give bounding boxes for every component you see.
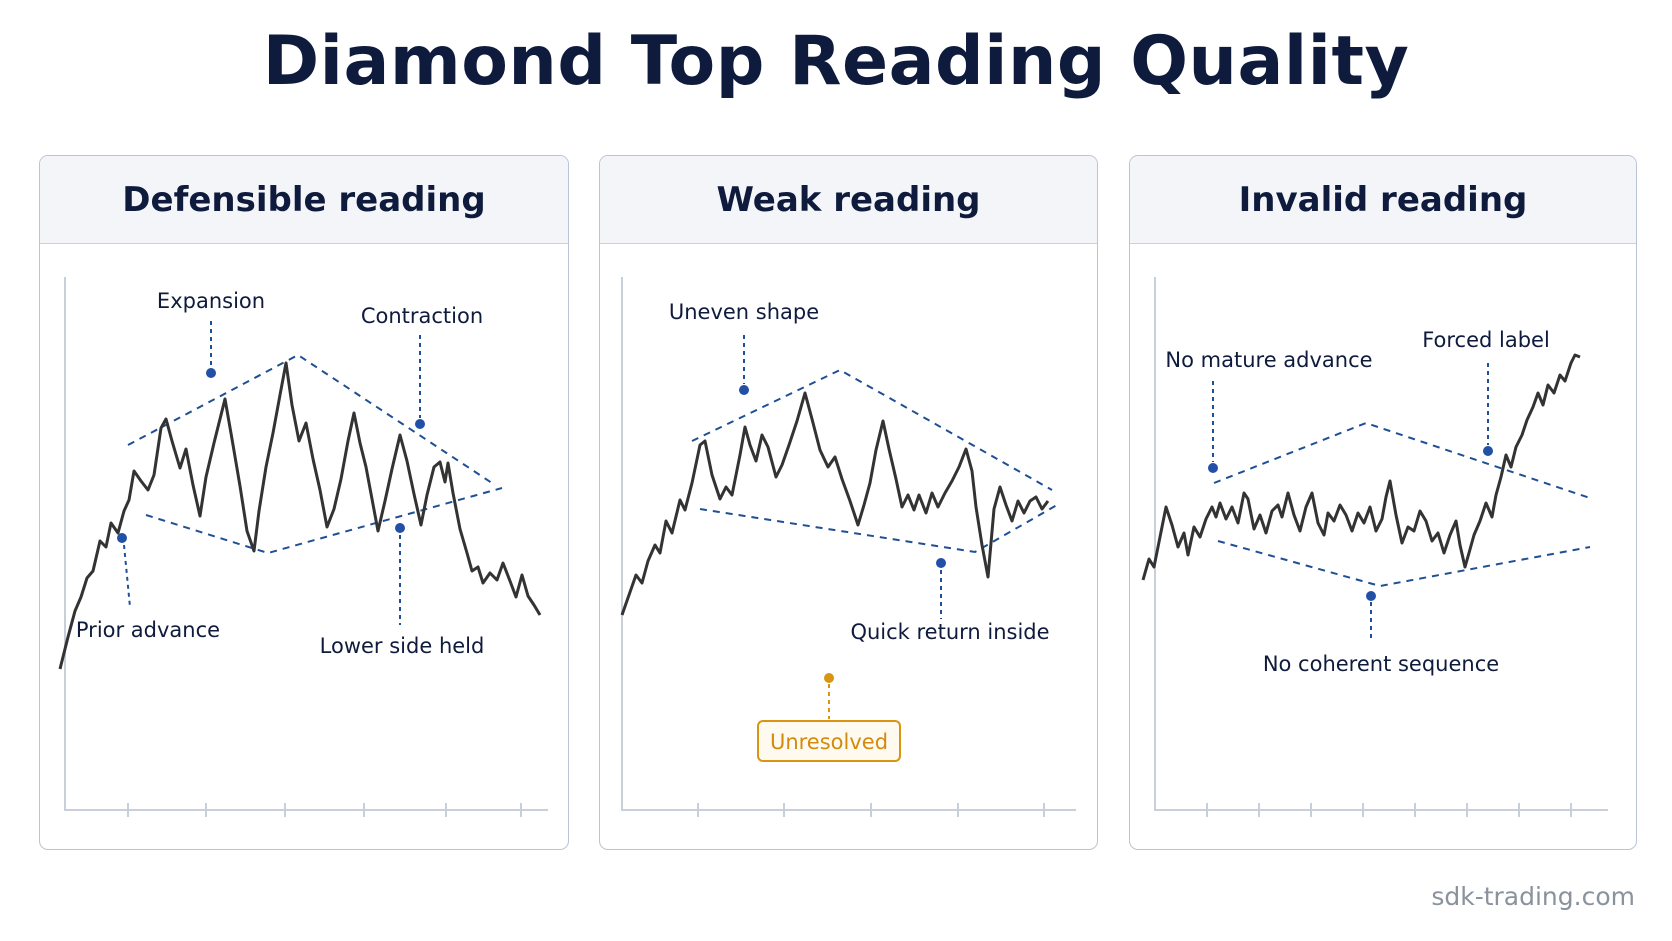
x-axis-ticks (1206, 803, 1572, 817)
x-axis-ticks (127, 803, 522, 817)
lower-side-held-marker (395, 523, 405, 533)
quick-return-inside-marker (936, 558, 946, 568)
annotation-markers (739, 385, 946, 568)
label-unresolved: Unresolved (770, 730, 888, 754)
axis-lines (64, 277, 548, 811)
label-prior-advance: Prior advance (76, 618, 220, 642)
axis-lines (621, 277, 1076, 811)
unresolved-badge: Unresolved (757, 673, 901, 762)
annotation-leaders (743, 335, 942, 619)
contraction-marker (415, 419, 425, 429)
price-line (1141, 353, 1581, 581)
footer-source: sdk-trading.com (1431, 882, 1635, 911)
chart-axes (64, 277, 548, 817)
prior-advance-leader (123, 544, 131, 608)
price-line (620, 391, 1050, 616)
panel-header: Weak reading (600, 156, 1097, 244)
no-coherent-sequence-marker (1366, 591, 1376, 601)
no-mature-advance-marker (1208, 463, 1218, 473)
annotation-leaders (1212, 363, 1489, 641)
label-no-coherent-sequence: No coherent sequence (1263, 652, 1499, 676)
panel-weak: Weak reading Unresolved Uneven shape (599, 155, 1098, 850)
page-title: Diamond Top Reading Quality (262, 22, 1410, 101)
prior-advance-marker (117, 533, 127, 543)
defensible-chart: Expansion Contraction Prior advance Lowe… (58, 277, 548, 817)
label-no-mature-advance: No mature advance (1165, 348, 1372, 372)
weak-chart: Unresolved Uneven shape Quick return ins… (620, 277, 1076, 817)
panel-header: Defensible reading (40, 156, 568, 244)
label-forced-label: Forced label (1422, 328, 1550, 352)
label-uneven-shape: Uneven shape (669, 300, 819, 324)
lower-boundary (1217, 540, 1591, 588)
upper-boundary (1213, 421, 1591, 499)
diamond-boundary (691, 368, 1058, 554)
x-axis-ticks (697, 803, 1045, 817)
unresolved-marker (824, 673, 834, 683)
label-lower-side-held: Lower side held (320, 634, 485, 658)
lower-boundary (145, 487, 503, 555)
panel-header: Invalid reading (1130, 156, 1636, 244)
chart-axes (1154, 277, 1608, 817)
upper-boundary (691, 368, 1053, 491)
uneven-shape-marker (739, 385, 749, 395)
panel-defensible: Defensible reading Expansion Co (39, 155, 569, 850)
expansion-marker (206, 368, 216, 378)
forced-label-marker (1483, 446, 1493, 456)
annotation-markers (117, 368, 425, 543)
annotation-markers (1208, 446, 1493, 601)
lower-boundary (699, 504, 1058, 554)
label-quick-return-inside: Quick return inside (850, 620, 1049, 644)
label-expansion: Expansion (157, 289, 265, 313)
chart-axes (621, 277, 1076, 817)
unresolved-box (757, 720, 901, 762)
invalid-chart: No mature advance Forced label No cohere… (1141, 277, 1608, 817)
label-contraction: Contraction (361, 304, 483, 328)
axis-lines (1154, 277, 1608, 811)
price-line (58, 361, 542, 670)
panel-invalid: Invalid reading No mature advance Forced… (1129, 155, 1637, 850)
annotation-leaders (123, 321, 421, 625)
diamond-boundary (1213, 421, 1591, 588)
